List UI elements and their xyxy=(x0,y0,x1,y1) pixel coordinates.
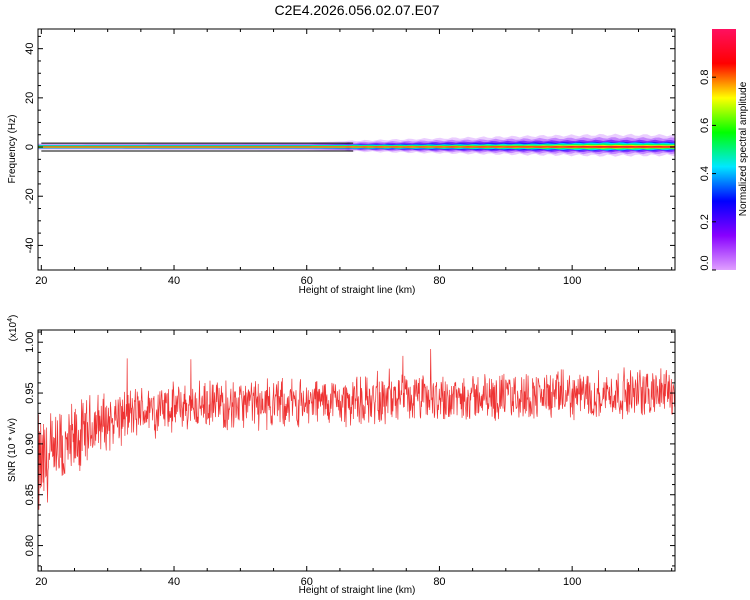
snr-plot-area xyxy=(38,330,675,571)
snr-series-line xyxy=(38,349,675,510)
spectrogram-xtick-label: 20 xyxy=(35,275,47,287)
snr-xtick-label: 40 xyxy=(168,576,180,588)
snr-ylabel: SNR (10 * v/v) xyxy=(7,418,18,482)
snr-ytick-label: 0.85 xyxy=(24,484,36,505)
snr-ytick-label: 0.95 xyxy=(24,382,36,403)
spectrogram-xtick-label: 40 xyxy=(168,275,180,287)
colorbar-tick-label: 0.4 xyxy=(699,166,711,181)
figure-title: C2E4.2026.056.02.07.E07 xyxy=(274,2,439,18)
snr-ytick-label: 0.90 xyxy=(24,433,36,454)
spectrogram-band-level xyxy=(38,145,675,148)
spectrogram-ylabel: Frequency (Hz) xyxy=(7,115,18,184)
spectrogram-xlabel: Height of straight line (km) xyxy=(299,285,416,296)
spectrogram-ytick-label: -40 xyxy=(24,237,36,253)
snr-xtick-label: 20 xyxy=(35,576,47,588)
spectrogram-ytick-label: 20 xyxy=(24,92,36,104)
snr-yscale-label: (x104) xyxy=(7,315,19,342)
spectrogram-ytick-label: -20 xyxy=(24,188,36,204)
colorbar-tick-label: 0.2 xyxy=(699,214,711,229)
spectrogram-xtick-label: 80 xyxy=(433,275,445,287)
colorbar-label: Normalized spectral amplitude xyxy=(738,81,749,216)
snr-ticks: 20 40 60 80 100 0.80 0.85 0.90 0.95 1.00 xyxy=(24,330,675,588)
spectrogram-xtick-label: 100 xyxy=(563,275,581,287)
spectrogram-xtick-label: 60 xyxy=(301,275,313,287)
colorbar: 0.0 0.2 0.4 0.6 0.8 Normalized spectral ampl… xyxy=(699,29,749,271)
colorbar-gradient xyxy=(712,29,736,270)
snr-xtick-label: 100 xyxy=(563,576,581,588)
colorbar-ticks: 0.0 0.2 0.4 0.6 0.8 xyxy=(699,70,716,271)
snr-ytick-label: 1.00 xyxy=(24,331,36,352)
spectrogram-panel: 20 40 60 80 100 40 20 0 -20 -40 Height of straigh… xyxy=(7,28,676,296)
spectrogram-ytick-label: 0 xyxy=(24,144,36,150)
snr-xtick-label: 80 xyxy=(433,576,445,588)
colorbar-tick-label: 0.8 xyxy=(699,70,711,85)
spectrogram-ytick-label: 40 xyxy=(24,43,36,55)
snr-frame xyxy=(37,329,676,572)
snr-xtick-label: 60 xyxy=(301,576,313,588)
colorbar-tick-label: 0.0 xyxy=(699,255,711,270)
snr-panel: 20 40 60 80 100 0.80 0.85 0.90 0.95 1.00 Height o… xyxy=(7,315,676,596)
spectrogram-band xyxy=(38,133,675,157)
snr-ytick-label: 0.80 xyxy=(24,535,36,556)
colorbar-tick-label: 0.6 xyxy=(699,118,711,133)
spectrogram-ticks: 20 40 60 80 100 40 20 0 -20 -40 xyxy=(24,29,675,287)
snr-xlabel: Height of straight line (km) xyxy=(299,585,416,596)
spectrogram-frame xyxy=(37,28,676,271)
